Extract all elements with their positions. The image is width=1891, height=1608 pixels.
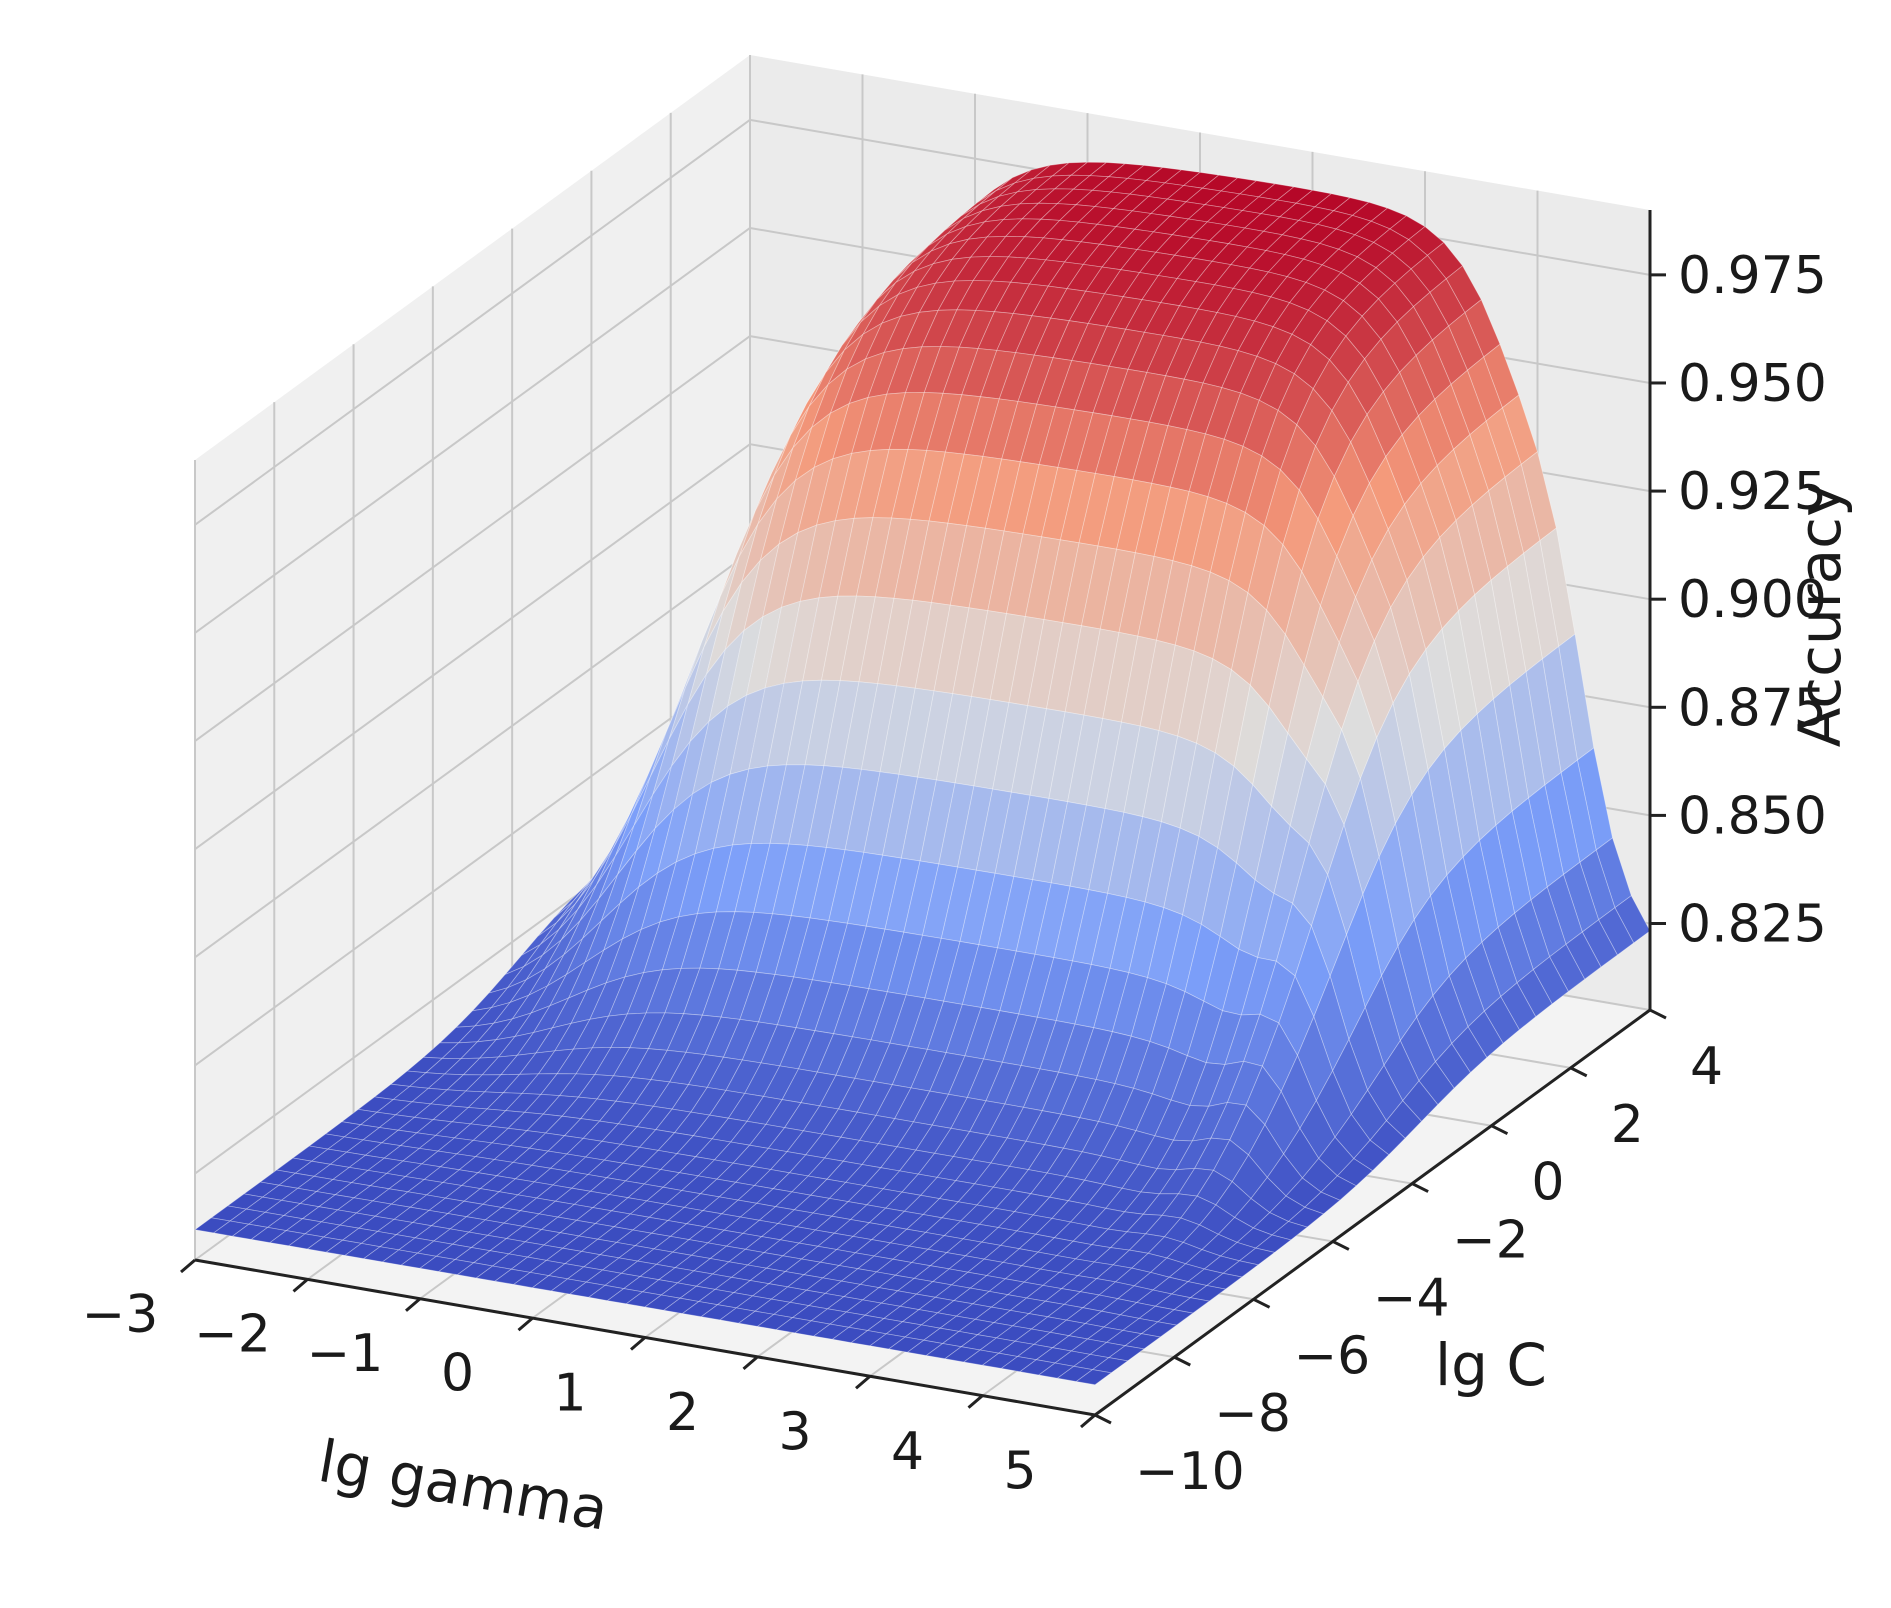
left-gridline xyxy=(194,119,751,526)
x-tick-label: −3 xyxy=(82,1285,159,1345)
y-tick xyxy=(1570,1066,1588,1078)
axis-lines xyxy=(180,210,1667,1429)
surface-facet xyxy=(1565,931,1602,980)
y-tick-label: 4 xyxy=(1690,1037,1723,1097)
y-tick xyxy=(1649,1008,1667,1020)
z-tick-label: 0.825 xyxy=(1678,895,1827,955)
x-tick-label: −2 xyxy=(194,1305,271,1365)
surface-facet xyxy=(1238,1247,1276,1266)
left-pane xyxy=(195,55,750,1260)
y-tick xyxy=(1252,1297,1271,1309)
surface-facet xyxy=(1254,1234,1292,1253)
x-tick-label: 3 xyxy=(778,1403,811,1463)
surface-facet xyxy=(1075,1369,1113,1386)
surface-facet xyxy=(1336,1158,1374,1187)
x-tick xyxy=(967,1394,984,1409)
y-tick-label: −6 xyxy=(1294,1326,1371,1386)
x-tick xyxy=(742,1355,759,1371)
surface-facet xyxy=(1353,1139,1390,1172)
left-gridline xyxy=(194,335,751,742)
tick-labels: −3 −2 −1 0 1 2 3 4 5 −10−8−6−4−20240.8250.8500.87… xyxy=(82,246,1827,1502)
z-tick-label: 0.950 xyxy=(1678,354,1827,414)
y-tick-label: 0 xyxy=(1531,1153,1564,1213)
surface-facet xyxy=(1156,1309,1194,1326)
x-tick-label: 5 xyxy=(1003,1442,1036,1502)
z-axis-label: Accuracy xyxy=(1786,483,1854,748)
x-tick-label: 0 xyxy=(441,1344,474,1404)
z-tick-label: 0.850 xyxy=(1678,786,1827,846)
left-gridline xyxy=(194,659,751,1067)
y-tick xyxy=(1094,1413,1112,1425)
x-tick-label: 2 xyxy=(666,1383,699,1443)
x-tick-label: −1 xyxy=(307,1324,384,1384)
z-tick-label: 0.875 xyxy=(1678,678,1827,738)
y-tick xyxy=(1411,1182,1429,1193)
surface-facet xyxy=(1385,1100,1423,1139)
y-tick xyxy=(1332,1240,1350,1251)
x-tick-label: 4 xyxy=(891,1422,924,1482)
surface-facet xyxy=(1304,1191,1341,1215)
surface-mesh xyxy=(194,161,1651,1386)
z-tick-label: 0.900 xyxy=(1678,570,1827,630)
surface-facet xyxy=(1434,1042,1471,1089)
y-tick-label: −10 xyxy=(1135,1442,1245,1502)
y-tick-label: −2 xyxy=(1452,1211,1529,1271)
surface-facet xyxy=(1287,1206,1325,1228)
y-tick-label: 2 xyxy=(1611,1095,1644,1155)
x-tick xyxy=(630,1336,646,1351)
left-gridline xyxy=(194,551,751,959)
y-tick xyxy=(1490,1124,1509,1136)
surface-facet xyxy=(1516,968,1553,1018)
x-tick-label: 1 xyxy=(553,1363,586,1423)
x-tick xyxy=(292,1278,309,1293)
surface-facet xyxy=(1483,995,1520,1044)
y-tick-label: −8 xyxy=(1214,1384,1291,1444)
surface-facet xyxy=(1581,919,1618,968)
left-gridline xyxy=(194,227,751,634)
y-tick xyxy=(1173,1355,1191,1367)
x-tick xyxy=(1080,1413,1096,1429)
y-axis-line xyxy=(1094,1008,1651,1417)
left-gridline xyxy=(194,443,751,850)
surface-facet xyxy=(1532,956,1569,1005)
z-tick-label: 0.925 xyxy=(1678,462,1827,522)
z-tick-label: 0.975 xyxy=(1678,246,1827,306)
y-tick-label: −4 xyxy=(1373,1268,1450,1328)
x-tick xyxy=(180,1258,196,1274)
x-axis-label: lg gamma xyxy=(314,1427,614,1544)
x-tick xyxy=(517,1316,534,1332)
y-axis-label: lg C xyxy=(1435,1331,1547,1399)
x-tick xyxy=(405,1297,421,1312)
x-tick xyxy=(855,1375,871,1390)
